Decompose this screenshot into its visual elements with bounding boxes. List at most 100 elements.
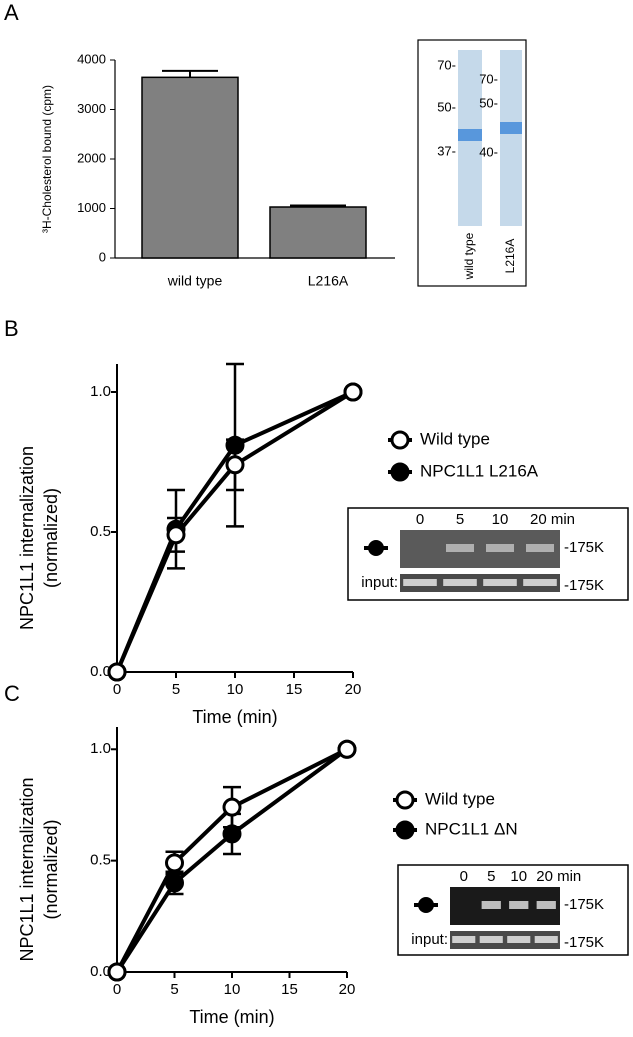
x-tick-label: 15 xyxy=(281,981,298,998)
y-tick-label: 1.0 xyxy=(90,740,111,757)
blot-band xyxy=(526,544,554,552)
input-band xyxy=(507,936,531,943)
y-tick-label: 0.5 xyxy=(90,852,111,869)
blot-band xyxy=(509,901,529,909)
size-label: -175K xyxy=(564,934,604,951)
bar xyxy=(141,76,239,259)
x-tick-label: 20 xyxy=(339,981,356,998)
size-label: -175K xyxy=(564,896,604,913)
input-band xyxy=(443,579,477,586)
size-label: -175K xyxy=(564,539,604,556)
y-tick-label: 0.5 xyxy=(90,523,111,540)
legend-label: NPC1L1 ΔN xyxy=(425,819,518,838)
x-tick-label: 0 xyxy=(113,681,121,698)
y-tick-label: 0 xyxy=(99,249,106,264)
y-tick-label: 0.0 xyxy=(90,663,111,680)
gel-band xyxy=(500,122,522,134)
panel-label: C xyxy=(4,681,20,706)
time-label: 0 xyxy=(416,511,424,528)
series-line xyxy=(115,390,354,673)
panel-label: A xyxy=(4,0,19,25)
size-label: -175K xyxy=(564,577,604,594)
y-axis-label: NPC1L1 internalization xyxy=(17,777,37,961)
input-band xyxy=(452,936,476,943)
y-tick-label: 1.0 xyxy=(90,383,111,400)
marker xyxy=(343,382,363,402)
y-tick-label: 4000 xyxy=(77,51,106,66)
gel-lane xyxy=(500,50,522,226)
marker xyxy=(165,873,184,893)
y-tick-label: 2000 xyxy=(77,150,106,165)
y-axis-label: NPC1L1 internalization xyxy=(17,446,37,630)
size-marker: 37- xyxy=(437,143,456,158)
size-marker: 70- xyxy=(479,71,498,86)
lane-label: L216A xyxy=(503,239,517,274)
blot-band xyxy=(481,901,501,909)
input-strip xyxy=(400,574,560,592)
input-label: input: xyxy=(411,931,448,948)
x-tick-label: 15 xyxy=(286,681,303,698)
blot-band xyxy=(446,544,474,552)
time-label: 20 min xyxy=(530,511,575,528)
series-line xyxy=(115,747,349,974)
legend-label: NPC1L1 L216A xyxy=(420,461,539,480)
marker xyxy=(337,739,357,759)
x-tick-label: 10 xyxy=(224,981,241,998)
marker xyxy=(222,824,242,844)
input-strip xyxy=(450,931,560,949)
y-axis-label: (normalized) xyxy=(41,819,61,919)
input-band xyxy=(534,936,558,943)
y-tick-label: 1000 xyxy=(77,200,106,215)
x-tick-label: 20 xyxy=(345,681,362,698)
legend-label: Wild type xyxy=(420,429,490,448)
input-band xyxy=(523,579,557,586)
marker xyxy=(222,797,242,817)
input-band xyxy=(403,579,437,586)
legend-marker xyxy=(395,820,415,840)
time-label: 10 xyxy=(510,868,527,885)
marker xyxy=(107,662,127,682)
blot-band xyxy=(536,901,556,909)
legend-marker xyxy=(390,430,410,450)
marker xyxy=(225,455,245,475)
size-marker: 50- xyxy=(479,95,498,110)
size-marker: 50- xyxy=(437,99,456,114)
x-axis-label: Time (min) xyxy=(192,707,277,727)
blot-key-marker xyxy=(418,897,434,913)
time-label: 10 xyxy=(492,511,509,528)
x-tick-label: 5 xyxy=(172,681,180,698)
bar xyxy=(269,206,367,259)
x-tick-label: wild type xyxy=(167,273,223,289)
time-label: 20 min xyxy=(536,868,581,885)
marker xyxy=(166,525,186,545)
series-line xyxy=(115,747,348,973)
blot-band xyxy=(486,544,514,552)
input-band xyxy=(483,579,517,586)
input-label: input: xyxy=(361,574,398,591)
y-tick-label: 3000 xyxy=(77,101,106,116)
size-marker: 70- xyxy=(437,57,456,72)
x-tick-label: 0 xyxy=(113,981,121,998)
legend-marker xyxy=(395,790,415,810)
gel-band xyxy=(458,129,482,141)
marker xyxy=(165,853,184,873)
y-tick-label: 0.0 xyxy=(90,963,111,980)
time-label: 5 xyxy=(456,511,464,528)
x-tick-label: 5 xyxy=(170,981,178,998)
input-band xyxy=(479,936,503,943)
blot-key-marker xyxy=(368,540,384,556)
y-axis-label: (normalized) xyxy=(41,488,61,588)
x-tick-label: 10 xyxy=(227,681,244,698)
time-label: 5 xyxy=(487,868,495,885)
legend-marker xyxy=(390,462,410,482)
x-tick-label: L216A xyxy=(308,273,349,289)
marker xyxy=(107,962,127,982)
lane-label: wild type xyxy=(462,232,476,280)
size-marker: 40- xyxy=(479,144,498,159)
time-label: 0 xyxy=(460,868,468,885)
y-axis-label: ³H-Cholesterol bound (cpm) xyxy=(40,85,54,233)
marker xyxy=(225,435,245,455)
x-axis-label: Time (min) xyxy=(189,1007,274,1027)
legend-label: Wild type xyxy=(425,789,495,808)
